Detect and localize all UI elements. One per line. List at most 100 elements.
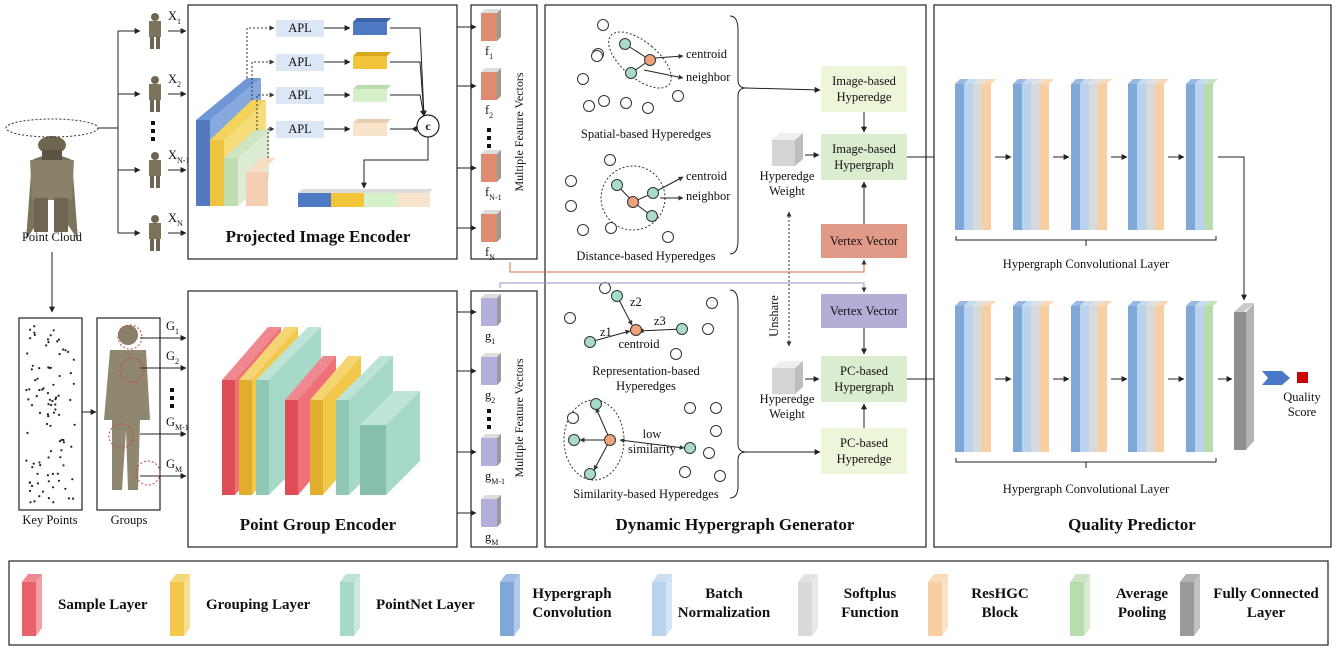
softplus-slab — [1031, 306, 1040, 452]
reshgc-slab — [1098, 84, 1107, 230]
grouping-layer-block — [310, 400, 323, 495]
key-point — [69, 372, 72, 375]
key-point — [49, 424, 52, 427]
key-point — [56, 340, 59, 343]
key-point — [62, 441, 65, 444]
legend-label: Average — [1116, 586, 1169, 602]
hypergraph-conv-slab — [1186, 84, 1195, 230]
feature-vector-label: g1 — [485, 329, 495, 346]
hypergraph-conv-slab — [955, 306, 964, 452]
view-figures: X1 X2 XN-1 XN — [118, 9, 189, 251]
ellipsis-dot — [151, 137, 155, 141]
key-point — [41, 388, 44, 391]
image-encoder-title: Projected Image Encoder — [226, 227, 411, 246]
graph-node — [670, 348, 682, 360]
feature-vector — [481, 357, 497, 385]
legend-label: Fully Connected — [1213, 586, 1319, 602]
graph-node — [710, 402, 722, 414]
key-point — [71, 497, 75, 500]
reshgc-slab — [1155, 84, 1164, 230]
legend-label: Softplus — [844, 586, 897, 602]
view-figure-leg — [150, 239, 154, 251]
view-figure-head — [151, 215, 159, 223]
graph-node — [679, 466, 691, 478]
key-point — [36, 482, 40, 485]
legend-label: Normalization — [678, 605, 771, 621]
key-point — [47, 480, 50, 483]
similarity-hyperedges-label: Similarity-based Hyperedges — [573, 487, 719, 501]
key-point — [46, 413, 50, 416]
key-point — [52, 501, 55, 504]
legend: Sample Layer Grouping Layer PointNet Layer… — [22, 574, 1319, 636]
key-point — [51, 486, 55, 489]
apl-box — [276, 54, 324, 71]
hypergraph-conv-slab — [1128, 84, 1137, 230]
key-point — [52, 383, 55, 386]
groups-figure — [104, 324, 161, 490]
graph-node — [605, 222, 617, 234]
group-encoder-blocks — [222, 327, 420, 495]
vertex-vector-image-box — [821, 224, 907, 258]
g-vectors-label: Multiple Feature Vectors — [512, 358, 526, 477]
feature-vector-label: f1 — [485, 44, 493, 61]
feature-vector-label: g2 — [485, 388, 495, 405]
key-point — [57, 338, 61, 341]
graph-node — [611, 179, 623, 191]
graph-node — [599, 282, 611, 294]
view-label: XN — [168, 211, 183, 228]
batch-norm-slab — [1137, 306, 1146, 452]
ellipsis-dot — [170, 404, 174, 408]
concatenated-feature-bar — [298, 189, 433, 207]
point-cloud-figure — [5, 118, 99, 240]
g-vectors-panel — [470, 290, 538, 548]
apl-output — [353, 22, 387, 35]
hgc-stack-top — [955, 79, 1218, 230]
key-point — [29, 501, 32, 504]
key-point — [47, 456, 50, 459]
point-cloud-label: Point Cloud — [22, 230, 83, 244]
key-point — [33, 500, 36, 503]
unshare-label: Unshare — [767, 295, 781, 337]
key-point — [31, 364, 34, 367]
feature-vector — [481, 298, 497, 326]
key-point — [39, 464, 42, 467]
key-point — [36, 472, 39, 475]
pc-hypergraph-box — [821, 356, 907, 402]
view-figure-leg — [156, 239, 160, 251]
view-label: X2 — [168, 72, 181, 89]
spatial-hyperedge-ring — [608, 31, 672, 89]
view-figure-leg — [150, 100, 154, 112]
legend-label: Convolution — [532, 605, 612, 621]
graph-node — [584, 468, 596, 480]
key-point — [47, 497, 51, 500]
vertex-vector-pc-label: Vertex Vector — [830, 304, 899, 318]
key-point — [70, 445, 73, 448]
hypergraph-conv-slab — [1071, 84, 1080, 230]
ellipsis-dot — [170, 388, 174, 392]
key-point — [73, 423, 76, 426]
view-figure-body — [149, 21, 161, 37]
batch-norm-slab — [1080, 84, 1089, 230]
key-point — [58, 413, 61, 416]
average-pooling-slab — [1204, 306, 1213, 452]
ellipsis-dot — [487, 128, 491, 132]
pointnet-layer-block — [360, 425, 386, 495]
apl-box — [276, 87, 324, 104]
softplus-slab — [973, 84, 982, 230]
graph-node — [611, 290, 623, 302]
feature-vector — [481, 214, 497, 242]
average-pooling-slab — [1204, 84, 1213, 230]
softplus-slab — [1089, 306, 1098, 452]
ellipsis-dot — [487, 409, 491, 413]
apl-output — [353, 56, 387, 69]
feature-vector-label: f2 — [485, 103, 493, 120]
legend-label: Layer — [1247, 605, 1286, 621]
key-point — [26, 431, 29, 434]
batch-norm-slab — [1195, 84, 1204, 230]
pc-hypergraph-label-2: Hypergraph — [834, 380, 894, 394]
key-point — [69, 398, 72, 402]
key-point — [25, 459, 28, 462]
graph-node — [646, 210, 658, 222]
graph-node — [598, 95, 610, 107]
feature-vector — [481, 499, 497, 527]
